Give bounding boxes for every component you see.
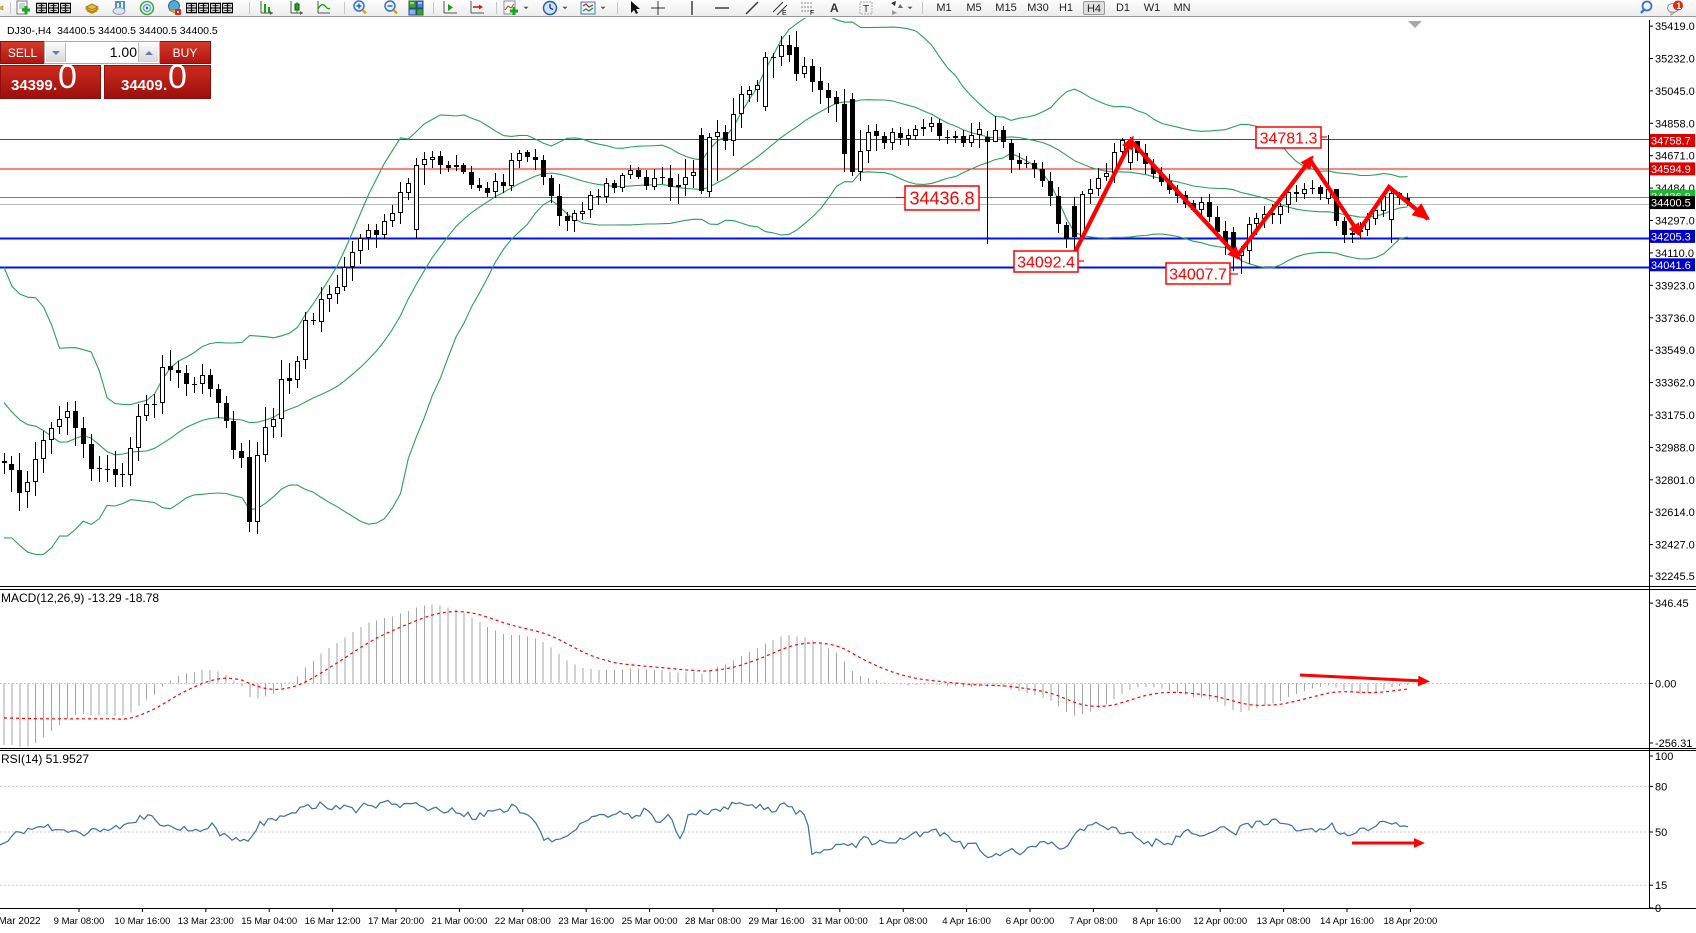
svg-text:1 Apr 08:00: 1 Apr 08:00 — [879, 916, 928, 927]
svg-text:1: 1 — [1676, 1, 1681, 11]
svg-text:18 Apr 20:00: 18 Apr 20:00 — [1383, 916, 1437, 927]
svg-text:14 Apr 16:00: 14 Apr 16:00 — [1320, 916, 1374, 927]
svg-text:35232.0: 35232.0 — [1655, 54, 1695, 66]
svg-text:DJ30-,H4 34400.5 34400.5 3440: DJ30-,H4 34400.5 34400.5 34400.5 34400.5 — [7, 25, 218, 37]
svg-text:33923.0: 33923.0 — [1655, 280, 1695, 292]
svg-text:9 Mar 08:00: 9 Mar 08:00 — [54, 916, 105, 927]
svg-text:28 Mar 08:00: 28 Mar 08:00 — [685, 916, 741, 927]
svg-text:33549.0: 33549.0 — [1655, 345, 1695, 357]
svg-text:T: T — [863, 4, 869, 15]
svg-text:15 Mar 04:00: 15 Mar 04:00 — [241, 916, 297, 927]
svg-text:35045.0: 35045.0 — [1655, 86, 1695, 98]
svg-text:MACD(12,26,9) -13.29 -18.78: MACD(12,26,9) -13.29 -18.78 — [1, 591, 159, 605]
svg-text:6 Apr 00:00: 6 Apr 00:00 — [1006, 916, 1055, 927]
svg-text:50: 50 — [1655, 827, 1667, 839]
svg-text:0.00: 0.00 — [1655, 679, 1676, 691]
svg-text:34781.3: 34781.3 — [1260, 130, 1318, 147]
svg-text:34041.6: 34041.6 — [1651, 260, 1691, 272]
svg-text:34594.9: 34594.9 — [1651, 164, 1691, 176]
svg-text:100: 100 — [1655, 751, 1673, 763]
svg-text:7 Apr 08:00: 7 Apr 08:00 — [1069, 916, 1118, 927]
svg-text:33362.0: 33362.0 — [1655, 378, 1695, 390]
svg-text:F: F — [810, 10, 814, 16]
svg-text:-256.31: -256.31 — [1655, 738, 1692, 750]
svg-text:10 Mar 16:00: 10 Mar 16:00 — [114, 916, 170, 927]
svg-text:0: 0 — [1655, 903, 1661, 915]
svg-text:34007.7: 34007.7 — [1169, 266, 1227, 283]
svg-text:8 Mar 2022: 8 Mar 2022 — [0, 916, 41, 927]
svg-text:22 Mar 08:00: 22 Mar 08:00 — [495, 916, 551, 927]
svg-text:16 Mar 12:00: 16 Mar 12:00 — [305, 916, 361, 927]
svg-text:34671.0: 34671.0 — [1655, 151, 1695, 163]
svg-text:15: 15 — [1655, 880, 1667, 892]
svg-text:34758.7: 34758.7 — [1651, 136, 1691, 148]
svg-text:80: 80 — [1655, 781, 1667, 793]
svg-text:34400.5: 34400.5 — [1651, 198, 1691, 210]
svg-text:32614.0: 32614.0 — [1655, 507, 1695, 519]
svg-text:34110.0: 34110.0 — [1655, 248, 1694, 260]
svg-text:31 Mar 00:00: 31 Mar 00:00 — [812, 916, 868, 927]
svg-text:35419.0: 35419.0 — [1655, 21, 1695, 33]
svg-text:32427.0: 32427.0 — [1655, 540, 1695, 552]
svg-text:E: E — [782, 10, 787, 16]
svg-text:21 Mar 00:00: 21 Mar 00:00 — [431, 916, 487, 927]
svg-text:29 Mar 16:00: 29 Mar 16:00 — [748, 916, 804, 927]
svg-text:34436.8: 34436.8 — [909, 188, 974, 208]
svg-text:4 Apr 16:00: 4 Apr 16:00 — [942, 916, 991, 927]
svg-text:34297.0: 34297.0 — [1655, 216, 1695, 228]
svg-text:12 Apr 00:00: 12 Apr 00:00 — [1193, 916, 1247, 927]
svg-text:17 Mar 20:00: 17 Mar 20:00 — [368, 916, 424, 927]
svg-text:33736.0: 33736.0 — [1655, 313, 1695, 325]
svg-text:13 Apr 08:00: 13 Apr 08:00 — [1257, 916, 1311, 927]
svg-text:32988.0: 32988.0 — [1655, 442, 1695, 454]
svg-text:8 Apr 16:00: 8 Apr 16:00 — [1132, 916, 1181, 927]
svg-text:346.45: 346.45 — [1655, 598, 1689, 610]
svg-text:34858.0: 34858.0 — [1655, 118, 1695, 130]
svg-text:23 Mar 16:00: 23 Mar 16:00 — [558, 916, 614, 927]
svg-text:RSI(14) 51.9527: RSI(14) 51.9527 — [1, 752, 89, 766]
svg-text:34092.4: 34092.4 — [1017, 254, 1075, 271]
svg-text:33175.0: 33175.0 — [1655, 410, 1695, 422]
svg-text:32801.0: 32801.0 — [1655, 475, 1695, 487]
svg-text:32245.5: 32245.5 — [1655, 571, 1695, 583]
svg-text:34205.3: 34205.3 — [1651, 231, 1691, 243]
svg-text:25 Mar 00:00: 25 Mar 00:00 — [622, 916, 678, 927]
svg-text:13 Mar 23:00: 13 Mar 23:00 — [178, 916, 234, 927]
